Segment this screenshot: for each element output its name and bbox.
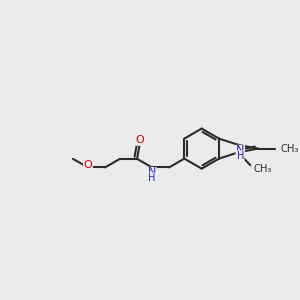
Text: CH₃: CH₃ (254, 164, 272, 174)
Text: O: O (84, 160, 92, 170)
Text: CH₃: CH₃ (280, 144, 299, 154)
Text: H: H (237, 151, 244, 161)
Text: N: N (148, 167, 156, 177)
Text: H: H (148, 173, 156, 183)
Text: O: O (136, 135, 144, 145)
Text: N: N (236, 145, 244, 155)
